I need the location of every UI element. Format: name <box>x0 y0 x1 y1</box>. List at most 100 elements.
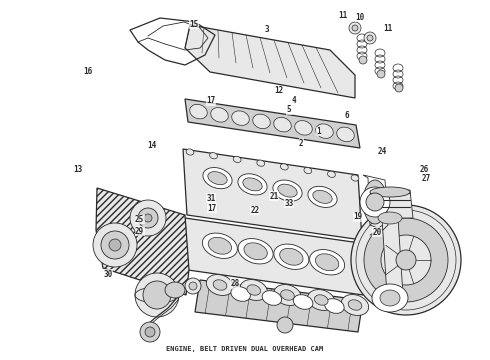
Circle shape <box>364 32 376 44</box>
Polygon shape <box>185 99 360 148</box>
Ellipse shape <box>203 167 232 189</box>
Circle shape <box>277 317 293 333</box>
Ellipse shape <box>294 121 312 135</box>
Text: 10: 10 <box>356 13 365 22</box>
Text: 14: 14 <box>147 141 156 150</box>
Ellipse shape <box>342 294 368 315</box>
Ellipse shape <box>210 153 218 159</box>
Ellipse shape <box>253 114 270 129</box>
Text: ENGINE, BELT DRIVEN DUAL OVERHEAD CAM: ENGINE, BELT DRIVEN DUAL OVERHEAD CAM <box>167 346 323 352</box>
Ellipse shape <box>337 127 354 141</box>
Text: 29: 29 <box>135 227 144 236</box>
Circle shape <box>349 22 361 34</box>
Text: 2: 2 <box>299 139 304 148</box>
Circle shape <box>185 278 201 294</box>
Ellipse shape <box>280 164 288 170</box>
Ellipse shape <box>380 290 400 306</box>
Text: 26: 26 <box>419 166 428 175</box>
Ellipse shape <box>240 280 268 301</box>
Text: 27: 27 <box>422 174 431 183</box>
Text: 20: 20 <box>373 228 382 237</box>
Circle shape <box>359 56 367 64</box>
Ellipse shape <box>281 290 294 300</box>
Circle shape <box>130 200 166 236</box>
Circle shape <box>140 322 160 342</box>
Ellipse shape <box>363 180 387 224</box>
Text: 33: 33 <box>285 199 294 208</box>
Text: 3: 3 <box>265 25 270 34</box>
Circle shape <box>93 223 137 267</box>
Circle shape <box>143 281 171 309</box>
Ellipse shape <box>294 295 313 309</box>
Circle shape <box>367 35 373 41</box>
Ellipse shape <box>257 160 265 166</box>
Circle shape <box>189 282 197 290</box>
Ellipse shape <box>274 284 301 305</box>
Ellipse shape <box>308 289 335 310</box>
Text: 28: 28 <box>231 279 240 288</box>
Ellipse shape <box>308 186 337 207</box>
Circle shape <box>360 187 390 217</box>
Circle shape <box>144 214 152 222</box>
Ellipse shape <box>324 299 344 313</box>
Ellipse shape <box>213 280 227 290</box>
Text: 11: 11 <box>339 11 347 20</box>
Ellipse shape <box>280 248 303 265</box>
Text: 19: 19 <box>353 212 362 221</box>
Text: 12: 12 <box>275 86 284 95</box>
Text: 17: 17 <box>206 96 215 105</box>
Ellipse shape <box>316 254 339 271</box>
Ellipse shape <box>274 117 291 132</box>
Ellipse shape <box>315 295 328 305</box>
Text: 17: 17 <box>207 204 216 212</box>
Ellipse shape <box>278 184 297 197</box>
Polygon shape <box>185 218 363 295</box>
Ellipse shape <box>165 282 185 298</box>
Ellipse shape <box>370 187 410 197</box>
Text: 4: 4 <box>292 96 296 105</box>
Text: 21: 21 <box>270 192 279 201</box>
Text: 13: 13 <box>73 166 82 175</box>
Circle shape <box>135 273 179 317</box>
Polygon shape <box>183 149 362 240</box>
Text: 22: 22 <box>250 206 259 215</box>
Text: 1: 1 <box>316 127 321 136</box>
Ellipse shape <box>208 172 227 185</box>
Circle shape <box>138 208 158 228</box>
Text: 5: 5 <box>287 105 292 114</box>
Ellipse shape <box>244 243 268 260</box>
Polygon shape <box>195 280 363 332</box>
Text: 6: 6 <box>344 111 349 120</box>
Circle shape <box>109 239 121 251</box>
Ellipse shape <box>273 180 302 201</box>
Ellipse shape <box>243 178 262 191</box>
Ellipse shape <box>313 190 332 203</box>
Circle shape <box>396 250 416 270</box>
Polygon shape <box>382 218 403 295</box>
Ellipse shape <box>202 233 237 258</box>
Circle shape <box>366 193 384 211</box>
Ellipse shape <box>378 212 402 224</box>
Ellipse shape <box>208 237 232 254</box>
Text: 24: 24 <box>378 147 387 156</box>
Circle shape <box>364 218 448 302</box>
Circle shape <box>145 327 155 337</box>
Circle shape <box>351 205 461 315</box>
Ellipse shape <box>316 124 333 138</box>
Ellipse shape <box>247 285 261 295</box>
Ellipse shape <box>351 175 359 181</box>
Ellipse shape <box>327 171 335 177</box>
Text: 16: 16 <box>84 68 93 77</box>
Ellipse shape <box>190 104 207 119</box>
Polygon shape <box>96 188 189 295</box>
Ellipse shape <box>274 244 309 269</box>
Text: 15: 15 <box>189 20 198 29</box>
Text: 31: 31 <box>206 194 215 203</box>
Ellipse shape <box>233 156 241 162</box>
Ellipse shape <box>186 149 194 155</box>
Circle shape <box>352 25 358 31</box>
Text: 11: 11 <box>384 24 392 33</box>
Ellipse shape <box>211 108 228 122</box>
Circle shape <box>395 84 403 92</box>
Polygon shape <box>368 190 413 218</box>
